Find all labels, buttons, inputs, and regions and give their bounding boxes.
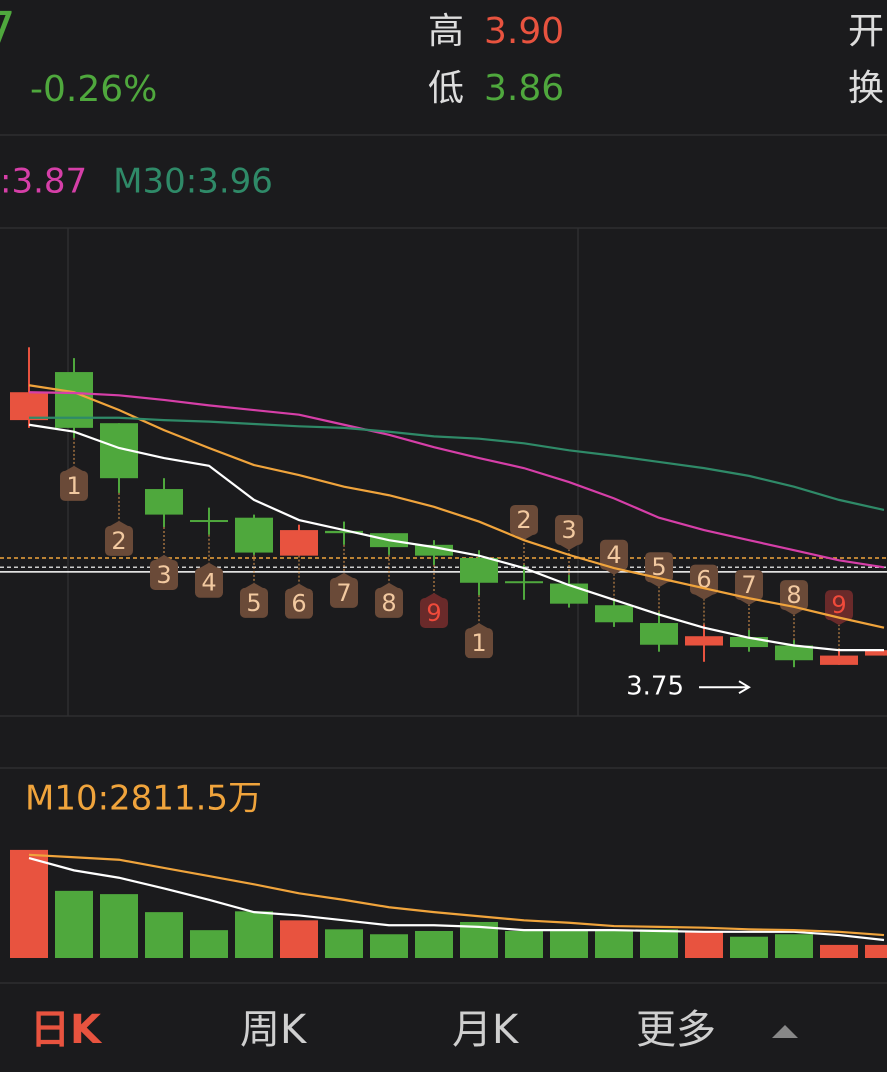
candle-body xyxy=(685,636,723,646)
volume-bar xyxy=(325,929,363,958)
low-value: 3.86 xyxy=(484,68,564,109)
candle-body xyxy=(550,583,588,604)
change-percent: -0.26% xyxy=(30,69,157,110)
count-box xyxy=(420,597,448,628)
count-box xyxy=(285,588,313,619)
count-box xyxy=(240,587,268,618)
tab[interactable]: 周K xyxy=(240,1007,308,1053)
count-label: 1 xyxy=(471,629,486,657)
ma-line xyxy=(28,391,885,569)
candle-body xyxy=(235,517,273,553)
count-label: 3 xyxy=(156,561,171,589)
volume-bar xyxy=(100,894,138,958)
count-box xyxy=(825,590,853,621)
low-label: 低 xyxy=(428,68,464,109)
count-label: 5 xyxy=(651,553,666,581)
more-arrow[interactable] xyxy=(772,1025,798,1038)
tab[interactable]: 更多 xyxy=(636,1007,716,1053)
volume-bar xyxy=(55,890,93,958)
ma-line xyxy=(28,384,885,629)
volume-bar xyxy=(595,930,633,958)
count-box xyxy=(780,580,808,611)
candle-body xyxy=(190,520,228,523)
volume-bar xyxy=(190,930,228,958)
candle-body xyxy=(775,645,813,661)
count-label: 1 xyxy=(66,472,81,500)
count-box xyxy=(735,570,763,601)
count-box xyxy=(195,567,223,598)
candle-body xyxy=(460,557,498,583)
candle-body xyxy=(10,392,48,421)
count-box xyxy=(150,559,178,590)
tab[interactable]: 月K xyxy=(452,1007,520,1053)
volume-bar xyxy=(685,930,723,958)
count-label: 5 xyxy=(246,589,261,617)
count-label: 2 xyxy=(516,506,531,534)
count-label: 9 xyxy=(426,599,441,627)
volume-bar xyxy=(280,920,318,958)
candle-body xyxy=(730,636,768,648)
tab[interactable]: 日K xyxy=(30,1007,103,1053)
volume-bar xyxy=(550,930,588,958)
ma-line xyxy=(29,416,885,512)
volume-bar xyxy=(820,944,858,958)
count-label: 8 xyxy=(381,589,396,617)
low-marker-arrow xyxy=(699,680,751,695)
high-label: 高 xyxy=(428,11,464,52)
volume-bar xyxy=(730,936,768,958)
count-label: 6 xyxy=(291,590,306,618)
volume-legend: M10:2811.5万 xyxy=(25,779,262,819)
volume-bar xyxy=(235,911,273,958)
candle-body xyxy=(640,623,678,645)
ma-line xyxy=(28,423,884,652)
candle-body xyxy=(415,544,453,556)
high-value: 3.90 xyxy=(484,11,564,52)
price-fragment: 7 xyxy=(0,2,16,60)
volume-ma-line xyxy=(28,857,885,942)
open-label: 开 xyxy=(848,11,884,52)
count-box xyxy=(645,552,673,583)
count-label: 3 xyxy=(561,516,576,544)
volume-bar xyxy=(370,934,408,958)
count-box xyxy=(60,470,88,501)
candle-body xyxy=(280,530,318,556)
turnover-label: 换 xyxy=(848,68,884,109)
candle-body xyxy=(55,372,93,428)
count-box xyxy=(330,577,358,608)
count-box xyxy=(465,628,493,659)
candle-body xyxy=(595,605,633,623)
count-box xyxy=(510,504,538,535)
volume-bar xyxy=(775,934,813,958)
ma-legend: :3.87 xyxy=(0,162,87,202)
count-box xyxy=(375,587,403,618)
volume-ma-line xyxy=(28,853,885,937)
count-label: 2 xyxy=(111,527,126,555)
volume-bar xyxy=(505,930,543,958)
count-label: 4 xyxy=(606,541,621,569)
count-label: 4 xyxy=(201,569,216,597)
volume-bar xyxy=(865,944,887,958)
volume-bar xyxy=(415,930,453,958)
candle-body xyxy=(865,650,887,656)
volume-bar xyxy=(640,929,678,958)
count-label: 7 xyxy=(741,571,756,599)
count-box xyxy=(105,525,133,556)
count-box xyxy=(555,515,583,546)
count-box xyxy=(600,539,628,570)
volume-bar xyxy=(10,849,48,958)
count-label: 8 xyxy=(786,581,801,609)
ma-legend: M30:3.96 xyxy=(113,162,273,202)
count-label: 7 xyxy=(336,579,351,607)
candle-body xyxy=(820,655,858,665)
low-marker: 3.75 xyxy=(626,672,684,702)
candle-body xyxy=(145,489,183,515)
count-label: 9 xyxy=(831,591,846,619)
volume-bar xyxy=(145,912,183,958)
candle-body xyxy=(325,530,363,534)
candle-body xyxy=(505,581,543,584)
